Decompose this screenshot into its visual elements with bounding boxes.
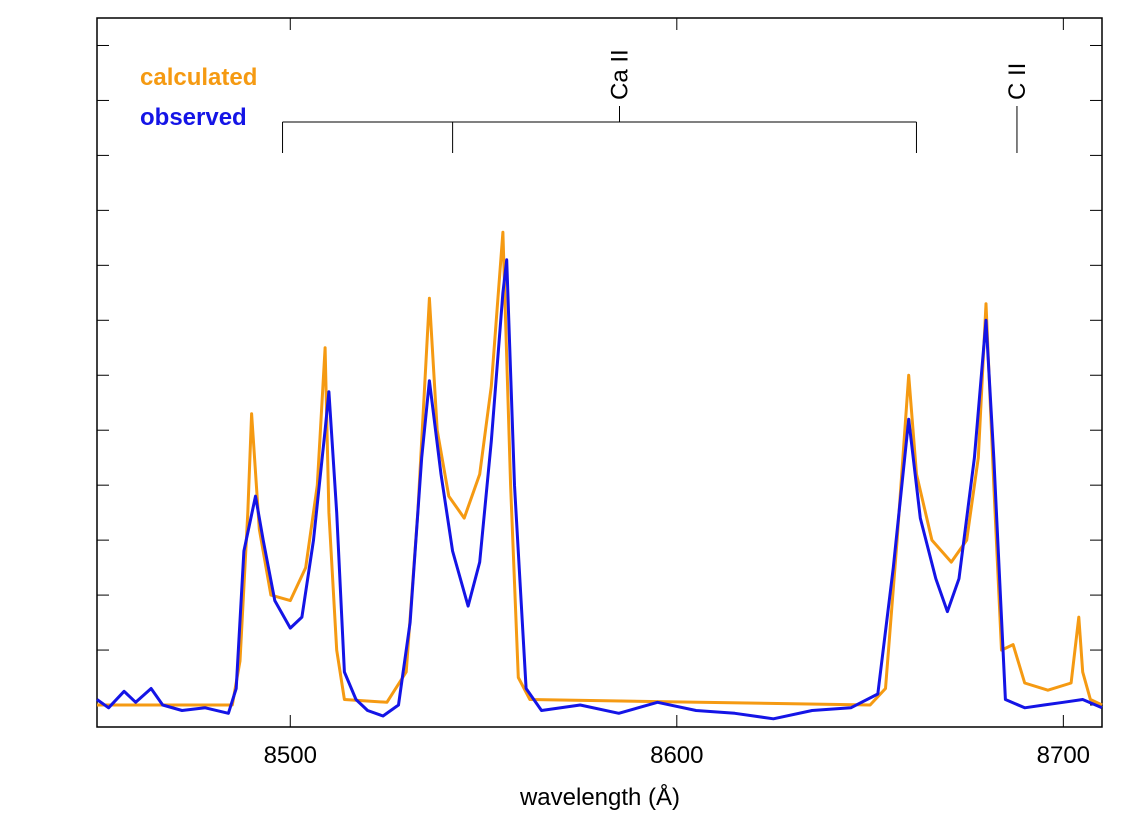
legend-entry: observed bbox=[140, 104, 247, 131]
x-tick-label: 8700 bbox=[1037, 742, 1090, 769]
x-tick-label: 8500 bbox=[264, 742, 317, 769]
x-axis-label: wavelength (Å) bbox=[519, 783, 680, 811]
legend-entry: calculated bbox=[140, 64, 257, 91]
line-series bbox=[97, 230, 1103, 707]
plot-frame bbox=[96, 17, 1103, 728]
annotation-label: Ca II bbox=[607, 49, 634, 100]
line-series bbox=[96, 258, 1103, 721]
annotation-label: C II bbox=[1004, 63, 1031, 100]
x-tick-label: 8600 bbox=[650, 742, 703, 769]
